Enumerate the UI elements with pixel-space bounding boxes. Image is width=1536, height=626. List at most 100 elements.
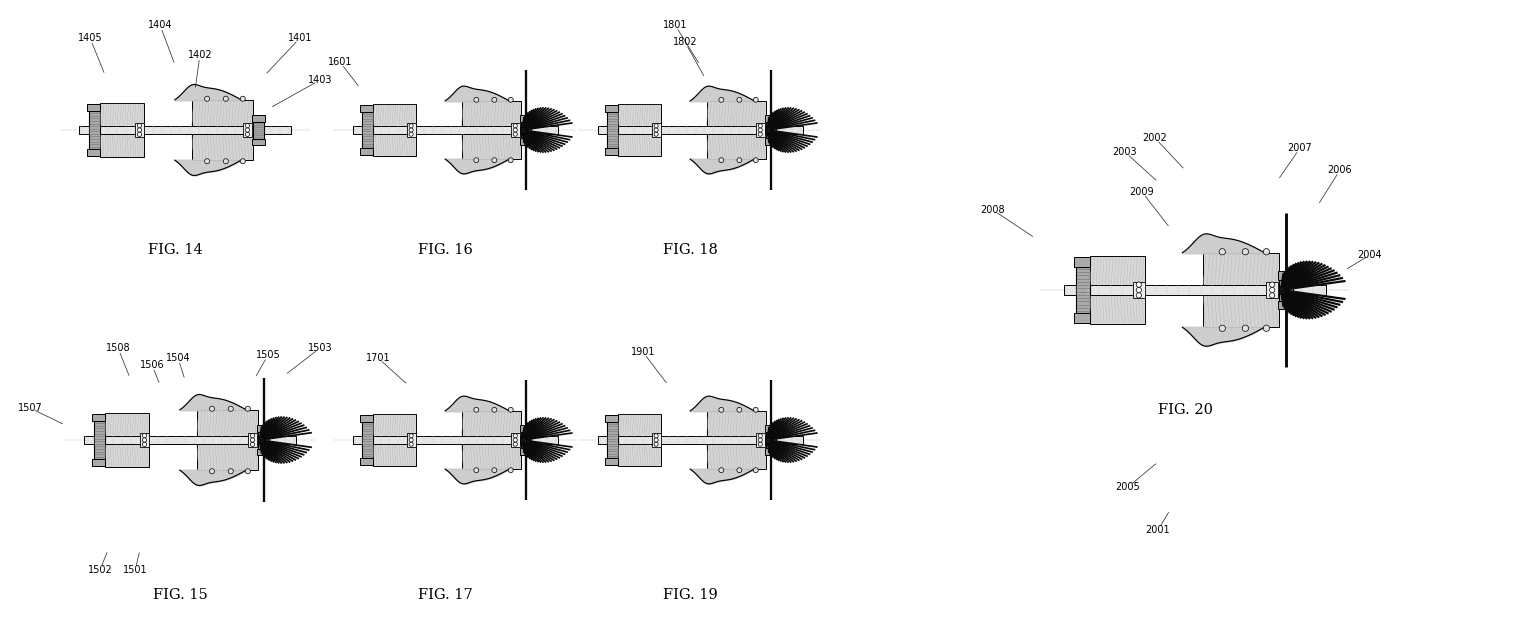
Bar — [756, 123, 765, 136]
Circle shape — [492, 468, 496, 473]
Text: 2004: 2004 — [1358, 250, 1382, 260]
Bar — [361, 458, 376, 465]
Circle shape — [737, 408, 742, 413]
Bar — [519, 138, 533, 145]
Circle shape — [475, 408, 479, 413]
Circle shape — [513, 438, 518, 442]
Bar — [1266, 282, 1278, 299]
Text: 1503: 1503 — [307, 343, 332, 353]
Text: 2009: 2009 — [1129, 187, 1155, 197]
Circle shape — [137, 132, 141, 136]
Bar — [521, 126, 527, 133]
Text: 1504: 1504 — [166, 353, 190, 363]
Bar — [258, 431, 269, 448]
Bar — [765, 448, 777, 454]
Bar — [1278, 300, 1293, 309]
Circle shape — [492, 408, 496, 413]
Bar — [605, 148, 622, 155]
Bar — [252, 138, 266, 145]
Circle shape — [492, 97, 496, 102]
Text: 1403: 1403 — [307, 75, 332, 85]
Bar — [461, 411, 521, 436]
Circle shape — [1220, 249, 1226, 255]
Text: 1701: 1701 — [366, 353, 390, 363]
Circle shape — [246, 123, 249, 128]
Bar — [243, 123, 252, 137]
Circle shape — [246, 132, 249, 136]
Circle shape — [759, 132, 762, 136]
Circle shape — [1137, 282, 1141, 287]
Bar — [78, 126, 292, 134]
Bar — [519, 425, 533, 432]
Text: 1507: 1507 — [17, 403, 43, 413]
Bar — [258, 436, 264, 443]
Circle shape — [508, 97, 513, 102]
Bar — [104, 413, 149, 436]
Circle shape — [209, 406, 215, 411]
Text: 1508: 1508 — [106, 343, 131, 353]
Text: 2007: 2007 — [1287, 143, 1312, 153]
Circle shape — [508, 468, 513, 473]
Bar — [373, 104, 416, 126]
Circle shape — [759, 124, 762, 128]
Bar — [511, 123, 519, 136]
Bar — [707, 101, 765, 126]
Bar — [361, 414, 376, 422]
Circle shape — [654, 438, 659, 442]
Circle shape — [1137, 287, 1141, 292]
Circle shape — [1263, 325, 1270, 331]
Bar — [1074, 313, 1095, 322]
Circle shape — [250, 438, 255, 442]
Bar — [89, 111, 100, 149]
Circle shape — [1243, 249, 1249, 255]
Circle shape — [143, 442, 146, 446]
Bar — [519, 115, 533, 122]
Bar — [765, 126, 771, 133]
Bar — [197, 410, 258, 436]
Bar — [1278, 271, 1293, 279]
Bar — [373, 444, 416, 466]
Circle shape — [753, 97, 759, 102]
Bar — [1203, 295, 1279, 327]
Circle shape — [508, 158, 513, 163]
Bar — [765, 138, 777, 145]
Circle shape — [250, 442, 255, 446]
Circle shape — [508, 408, 513, 413]
Circle shape — [229, 406, 233, 411]
Circle shape — [250, 434, 255, 438]
Bar — [100, 134, 144, 157]
Bar — [765, 425, 777, 432]
Bar — [598, 126, 802, 134]
Circle shape — [759, 128, 762, 132]
Circle shape — [409, 434, 413, 438]
Bar — [1203, 254, 1279, 285]
Circle shape — [409, 124, 413, 128]
Bar — [519, 448, 533, 454]
Text: FIG. 14: FIG. 14 — [147, 243, 203, 257]
Bar — [407, 123, 416, 136]
Bar — [605, 105, 622, 112]
Bar — [361, 148, 376, 155]
Bar — [598, 436, 802, 444]
Circle shape — [204, 96, 209, 101]
Bar — [257, 448, 270, 455]
Bar — [707, 444, 765, 469]
Text: FIG. 20: FIG. 20 — [1158, 403, 1212, 417]
Circle shape — [737, 97, 742, 102]
Text: FIG. 15: FIG. 15 — [152, 588, 207, 602]
Bar — [247, 433, 257, 447]
Bar — [1279, 279, 1293, 300]
Circle shape — [753, 408, 759, 413]
Circle shape — [753, 158, 759, 163]
Text: 1601: 1601 — [327, 57, 352, 67]
Bar — [617, 414, 660, 436]
Bar — [651, 433, 660, 446]
Circle shape — [143, 438, 146, 442]
Text: 2001: 2001 — [1146, 525, 1170, 535]
Circle shape — [1263, 249, 1270, 255]
Bar — [84, 436, 296, 444]
Bar — [521, 437, 527, 443]
Text: 2003: 2003 — [1112, 147, 1137, 157]
Text: FIG. 17: FIG. 17 — [418, 588, 473, 602]
Text: 1502: 1502 — [88, 565, 112, 575]
